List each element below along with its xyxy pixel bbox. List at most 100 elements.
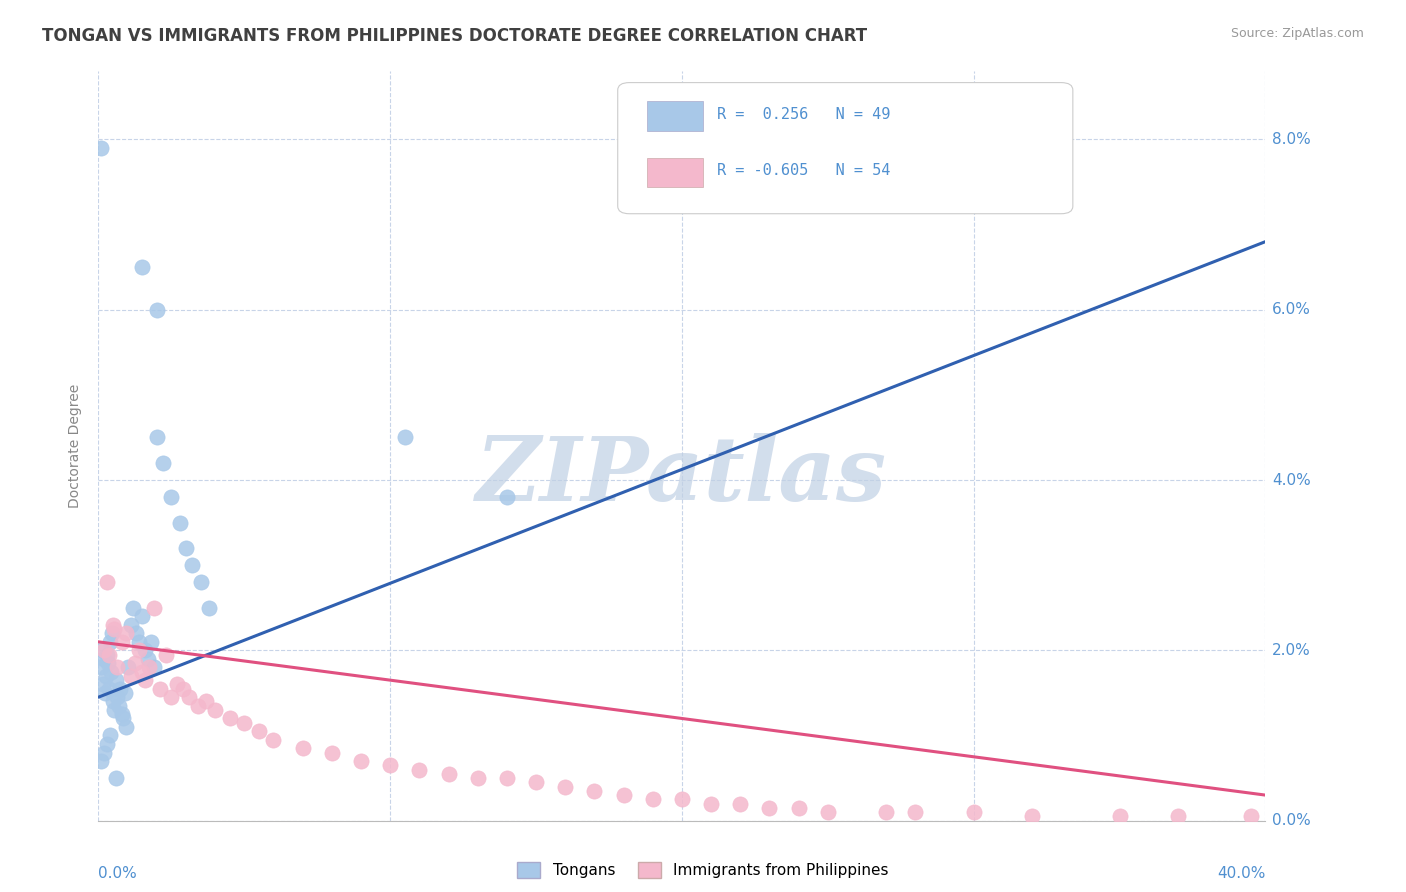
Point bbox=[155, 648, 177, 662]
Point bbox=[195, 694, 218, 708]
Point bbox=[247, 724, 270, 739]
Point bbox=[172, 681, 194, 696]
Point bbox=[96, 648, 118, 662]
Point bbox=[408, 763, 430, 777]
Point bbox=[467, 771, 489, 785]
Point bbox=[139, 635, 162, 649]
Point bbox=[90, 141, 112, 155]
Point bbox=[146, 430, 169, 444]
Text: 4.0%: 4.0% bbox=[1272, 473, 1310, 488]
Point bbox=[198, 600, 221, 615]
Text: 6.0%: 6.0% bbox=[1272, 302, 1312, 318]
Text: Source: ZipAtlas.com: Source: ZipAtlas.com bbox=[1230, 27, 1364, 40]
Point bbox=[103, 703, 125, 717]
Point bbox=[180, 558, 202, 573]
Legend: Tongans, Immigrants from Philippines: Tongans, Immigrants from Philippines bbox=[512, 856, 894, 884]
Text: 0.0%: 0.0% bbox=[98, 865, 138, 880]
Point bbox=[90, 660, 112, 674]
Point bbox=[149, 681, 172, 696]
Point bbox=[110, 681, 132, 696]
Point bbox=[321, 746, 343, 760]
Point bbox=[104, 771, 127, 785]
Point bbox=[111, 635, 134, 649]
Point bbox=[134, 673, 156, 688]
Point bbox=[904, 805, 927, 819]
FancyBboxPatch shape bbox=[647, 158, 703, 187]
Text: ZIPatlas: ZIPatlas bbox=[477, 433, 887, 519]
Point bbox=[190, 575, 212, 590]
Point bbox=[758, 801, 780, 815]
Point bbox=[100, 626, 122, 640]
Point bbox=[437, 767, 460, 781]
Point bbox=[108, 698, 131, 713]
Point bbox=[613, 788, 636, 802]
Point bbox=[98, 729, 121, 743]
Point bbox=[218, 711, 240, 725]
Point bbox=[122, 600, 145, 615]
Point bbox=[112, 711, 135, 725]
Text: R = -0.605   N = 54: R = -0.605 N = 54 bbox=[717, 162, 890, 178]
Text: 2.0%: 2.0% bbox=[1272, 643, 1310, 657]
Point bbox=[104, 673, 127, 688]
Point bbox=[1021, 809, 1043, 823]
Point bbox=[131, 665, 153, 679]
Point bbox=[700, 797, 723, 811]
Point bbox=[187, 698, 209, 713]
Point bbox=[671, 792, 693, 806]
Point bbox=[93, 643, 115, 657]
Point bbox=[142, 600, 165, 615]
Point bbox=[380, 758, 402, 772]
Point bbox=[554, 780, 576, 794]
Point bbox=[128, 635, 150, 649]
Text: 8.0%: 8.0% bbox=[1272, 132, 1310, 147]
Point bbox=[124, 656, 146, 670]
Point bbox=[97, 656, 120, 670]
Point bbox=[142, 660, 165, 674]
Point bbox=[524, 775, 547, 789]
Point bbox=[138, 660, 160, 674]
Point bbox=[291, 741, 314, 756]
Text: 0.0%: 0.0% bbox=[1272, 814, 1310, 828]
Point bbox=[166, 677, 188, 691]
Point bbox=[94, 669, 117, 683]
Point bbox=[101, 617, 124, 632]
Point bbox=[100, 665, 122, 679]
Point bbox=[96, 575, 118, 590]
Point bbox=[817, 805, 839, 819]
Point bbox=[496, 490, 519, 504]
Point bbox=[97, 681, 120, 696]
Point bbox=[115, 626, 138, 640]
Point bbox=[105, 660, 128, 674]
Text: 40.0%: 40.0% bbox=[1218, 865, 1265, 880]
Point bbox=[98, 635, 121, 649]
Point bbox=[90, 643, 112, 657]
Point bbox=[160, 490, 183, 504]
Point bbox=[263, 732, 285, 747]
Point bbox=[117, 660, 139, 674]
Point bbox=[111, 707, 134, 722]
Point bbox=[204, 703, 226, 717]
Point bbox=[496, 771, 519, 785]
Point bbox=[730, 797, 752, 811]
Text: R =  0.256   N = 49: R = 0.256 N = 49 bbox=[717, 106, 890, 121]
Point bbox=[93, 746, 115, 760]
Point bbox=[134, 643, 156, 657]
Point bbox=[96, 737, 118, 751]
Point bbox=[152, 456, 174, 470]
Point bbox=[1108, 809, 1130, 823]
Point bbox=[125, 626, 148, 640]
Point bbox=[114, 686, 136, 700]
Text: TONGAN VS IMMIGRANTS FROM PHILIPPINES DOCTORATE DEGREE CORRELATION CHART: TONGAN VS IMMIGRANTS FROM PHILIPPINES DO… bbox=[42, 27, 868, 45]
Y-axis label: Doctorate Degree: Doctorate Degree bbox=[69, 384, 83, 508]
Point bbox=[177, 690, 200, 705]
Point bbox=[115, 720, 138, 734]
Point bbox=[136, 652, 159, 666]
Point bbox=[394, 430, 416, 444]
Point bbox=[787, 801, 810, 815]
Point bbox=[105, 690, 128, 705]
Point bbox=[583, 784, 606, 798]
Point bbox=[101, 694, 124, 708]
Point bbox=[131, 260, 153, 275]
Point bbox=[93, 652, 115, 666]
Point bbox=[641, 792, 664, 806]
